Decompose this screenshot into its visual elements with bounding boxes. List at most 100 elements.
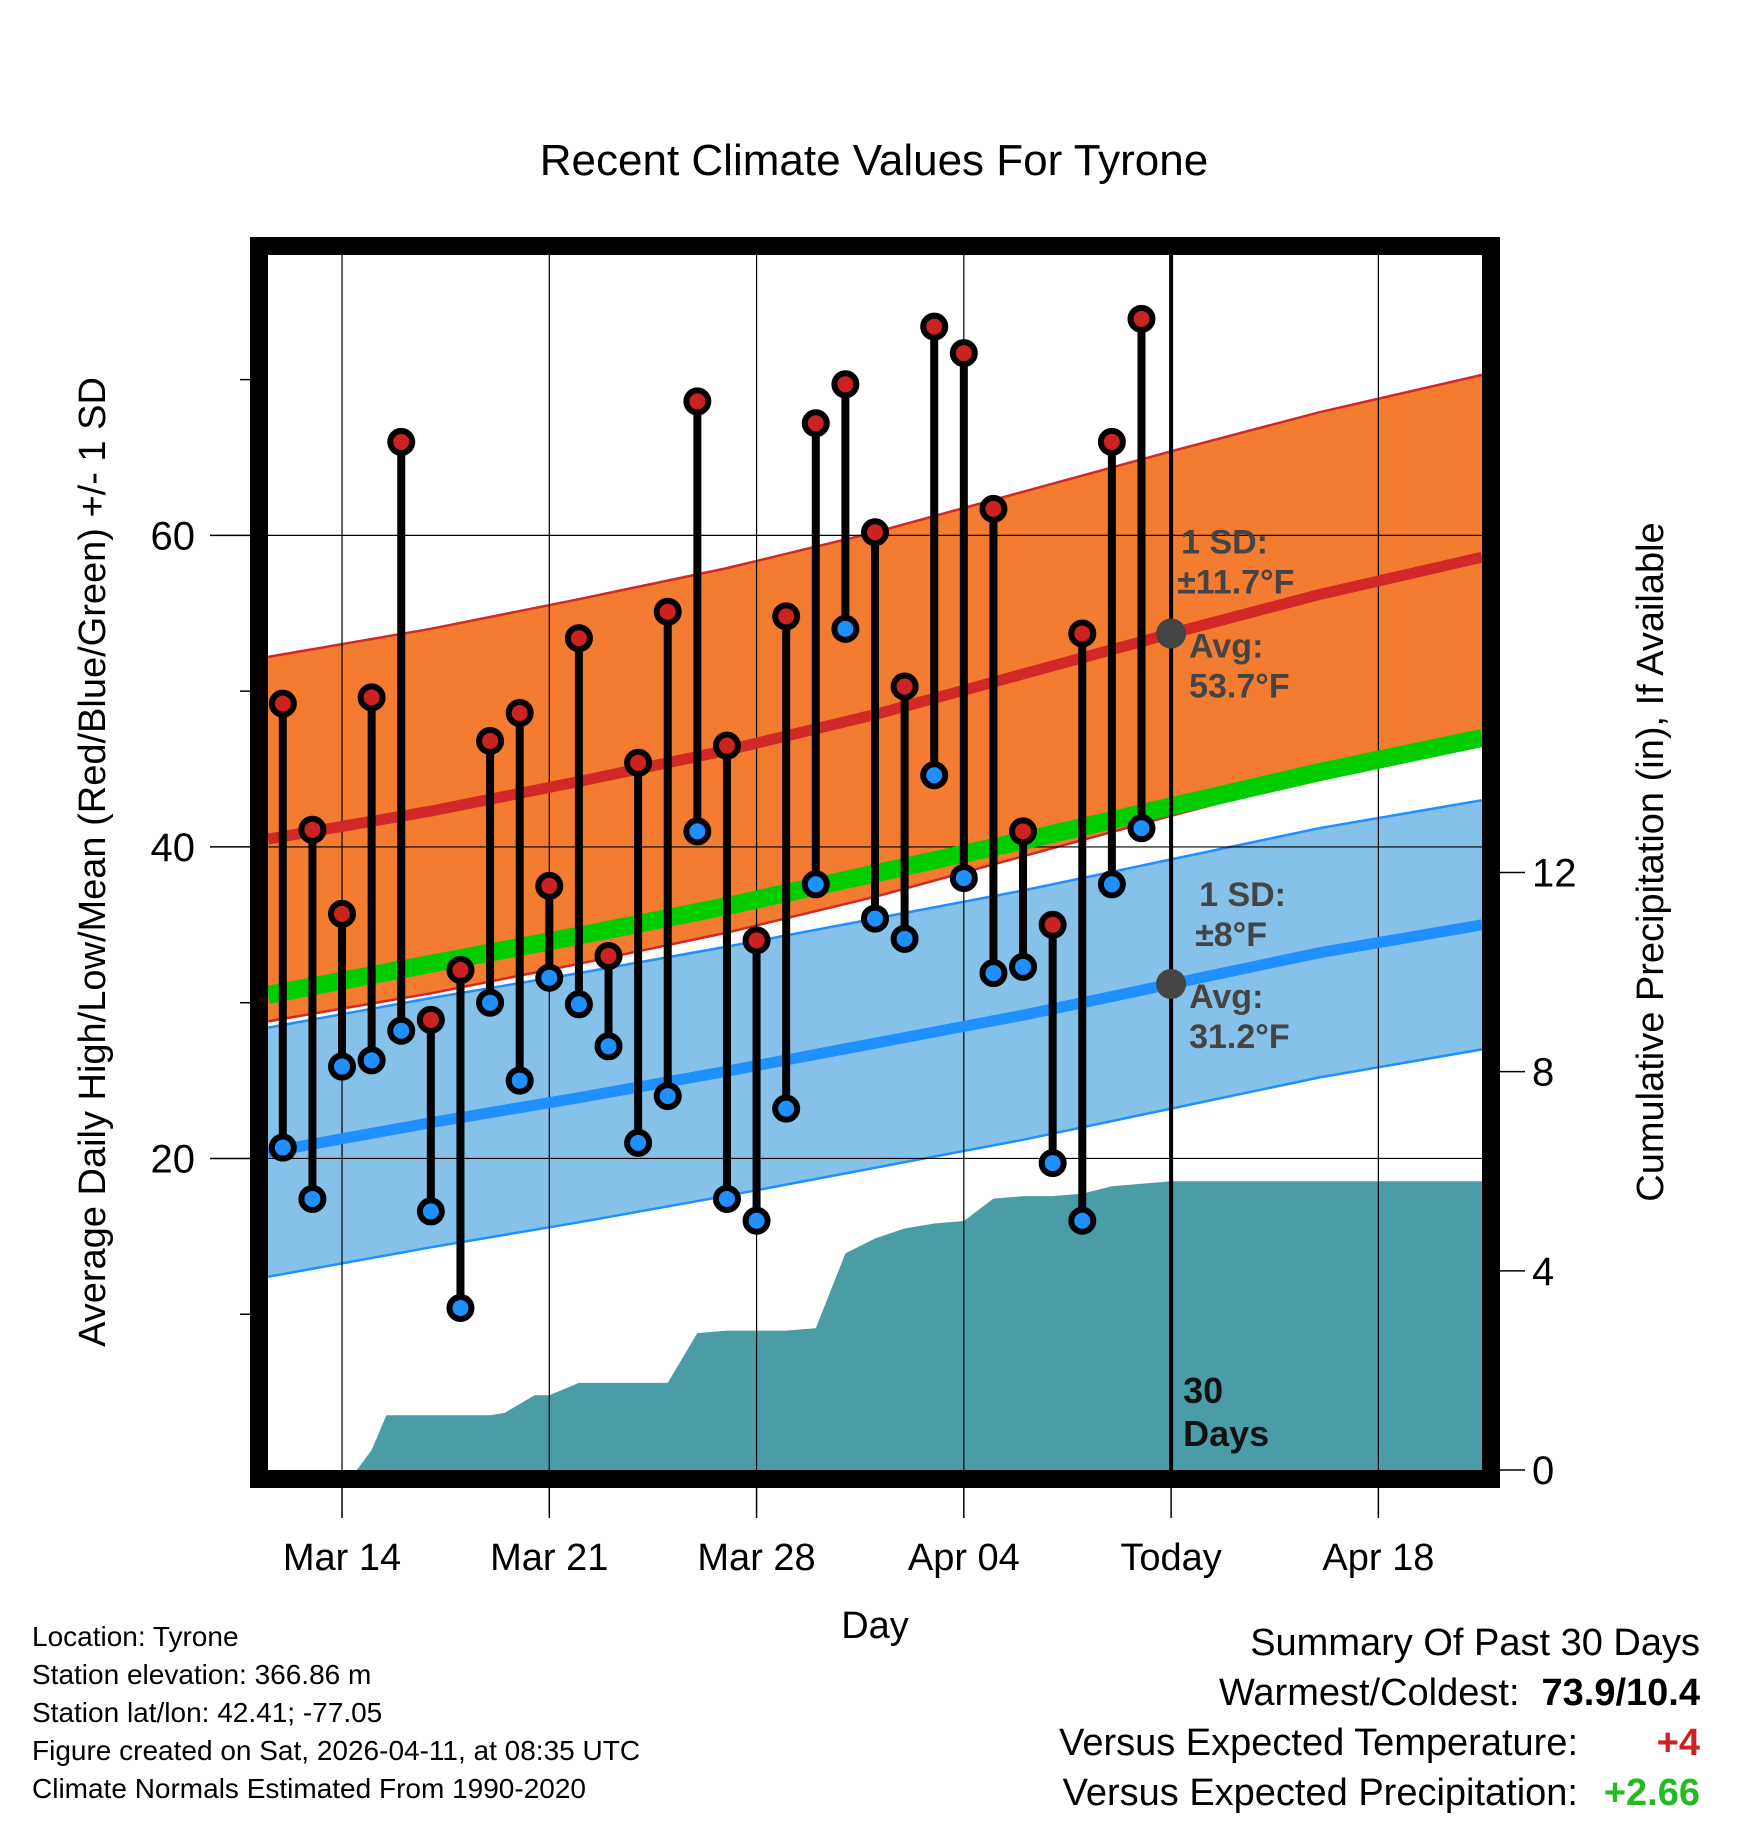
daily-high-point	[1038, 910, 1067, 939]
chart-title: Recent Climate Values For Tyrone	[540, 136, 1208, 185]
y2-tick-label: 4	[1532, 1250, 1554, 1294]
daily-high-point	[564, 624, 593, 653]
daily-observation	[1097, 427, 1126, 899]
daily-observation	[476, 727, 505, 1017]
daily-observation	[268, 689, 297, 1162]
x-tick-label: Mar 28	[697, 1537, 815, 1579]
low-band-lower-edge	[267, 1048, 1483, 1279]
axes: Mar 14 Mar 21 Mar 28 Apr 04 Today Apr 1820406…	[151, 378, 1577, 1579]
daily-low-point	[712, 1184, 741, 1213]
daily-low-point	[1097, 870, 1126, 899]
daily-observation	[594, 941, 623, 1061]
daily-high-point	[476, 727, 505, 755]
daily-low-point	[416, 1197, 445, 1226]
daily-low-point	[949, 864, 978, 893]
daily-high-point	[357, 683, 386, 712]
daily-high-point	[268, 689, 297, 718]
daily-low-point	[594, 1032, 623, 1061]
daily-low-point	[979, 959, 1008, 988]
daily-observation	[861, 518, 889, 933]
low-sd-value: ±8°F	[1195, 916, 1267, 954]
low-sd-label: 1 SD:	[1199, 876, 1286, 914]
y2-tick-label: 8	[1532, 1051, 1554, 1095]
daily-high-point	[624, 748, 653, 777]
high-avg-label: Avg:	[1189, 628, 1263, 666]
daily-observation	[416, 1005, 445, 1226]
daily-observation	[624, 748, 653, 1157]
location-text: Location: Tyrone	[32, 1621, 239, 1652]
daily-observation	[742, 926, 771, 1235]
daily-observation	[1127, 304, 1156, 843]
daily-low-point	[298, 1184, 327, 1213]
daily-observation	[890, 672, 919, 953]
daily-low-point	[476, 988, 505, 1017]
daily-observation	[801, 409, 830, 899]
daily-observation	[712, 731, 741, 1213]
daily-low-point	[357, 1046, 386, 1075]
daily-high-point	[594, 941, 623, 970]
daily-observation	[831, 370, 860, 643]
x-tick-label: Mar 14	[283, 1537, 401, 1579]
daily-observation	[535, 871, 564, 992]
summary-title: Summary Of Past 30 Days	[1250, 1622, 1700, 1664]
daily-low-point	[772, 1094, 801, 1123]
y2-tick-label: 0	[1532, 1449, 1554, 1493]
precip-label: Versus Expected Precipitation:	[1062, 1772, 1578, 1814]
daily-observation	[328, 899, 357, 1081]
daily-low-point	[564, 990, 593, 1019]
daily-high-point	[861, 518, 889, 547]
daily-observation	[357, 683, 386, 1075]
x-tick-label: Apr 04	[908, 1537, 1020, 1579]
daily-observation	[564, 624, 593, 1019]
high-sd-label: 1 SD:	[1181, 524, 1268, 562]
daily-high-point	[1097, 427, 1126, 456]
warmest-label: Warmest/Coldest:	[1218, 1672, 1520, 1714]
daily-observation	[387, 427, 416, 1045]
daily-observation	[949, 339, 978, 893]
daily-high-point	[831, 370, 860, 399]
daily-observation	[979, 494, 1008, 988]
daily-low-point	[1038, 1149, 1067, 1178]
x-tick-label: Mar 21	[490, 1537, 608, 1579]
daily-low-point	[535, 963, 564, 992]
temp-label: Versus Expected Temperature:	[1059, 1722, 1578, 1764]
daily-high-point	[446, 955, 475, 984]
daily-high-point	[1009, 817, 1038, 846]
y2-axis-label: Cumulative Precipitation (in), If Availa…	[1630, 522, 1672, 1201]
daily-high-point	[387, 427, 416, 456]
daily-observation	[653, 597, 682, 1111]
daily-low-point	[1009, 952, 1038, 981]
summary-precip-row: Versus Expected Precipitation: +2.66	[1059, 1768, 1700, 1818]
high-avg-marker	[1156, 618, 1187, 649]
daily-high-point	[416, 1005, 445, 1034]
daily-observation	[1009, 817, 1038, 981]
latlon-text: Station lat/lon: 42.41; -77.05	[32, 1697, 383, 1728]
low-avg-value: 31.2°F	[1189, 1018, 1290, 1056]
daily-high-point	[742, 926, 771, 955]
daily-high-point	[535, 871, 564, 900]
daily-low-point	[683, 817, 712, 846]
daily-observation	[298, 815, 327, 1213]
daily-low-point	[446, 1294, 475, 1322]
daily-high-point	[1127, 304, 1156, 333]
daily-observation	[1038, 910, 1067, 1178]
daily-observation	[920, 312, 949, 790]
plot-frame	[250, 237, 1500, 1488]
daily-high-point	[890, 672, 919, 701]
daily-high-point	[712, 731, 741, 760]
daily-low-point	[268, 1133, 297, 1162]
station-info: Location: Tyrone Station elevation: 366.…	[32, 1618, 640, 1808]
x-axis-label: Day	[841, 1605, 909, 1647]
daily-observation	[772, 602, 801, 1123]
daily-low-point	[328, 1052, 357, 1081]
low-avg-label: Avg:	[1189, 978, 1263, 1016]
daily-low-point	[505, 1066, 534, 1095]
y-tick-label: 60	[151, 514, 196, 558]
daily-observation	[505, 698, 534, 1095]
daily-high-point	[801, 409, 830, 438]
summary-panel: Summary Of Past 30 Days Warmest/Coldest:…	[1059, 1618, 1700, 1818]
daily-low-point	[742, 1206, 771, 1235]
high-sd-value: ±11.7°F	[1177, 564, 1294, 602]
low-mean-line	[267, 919, 1483, 1158]
